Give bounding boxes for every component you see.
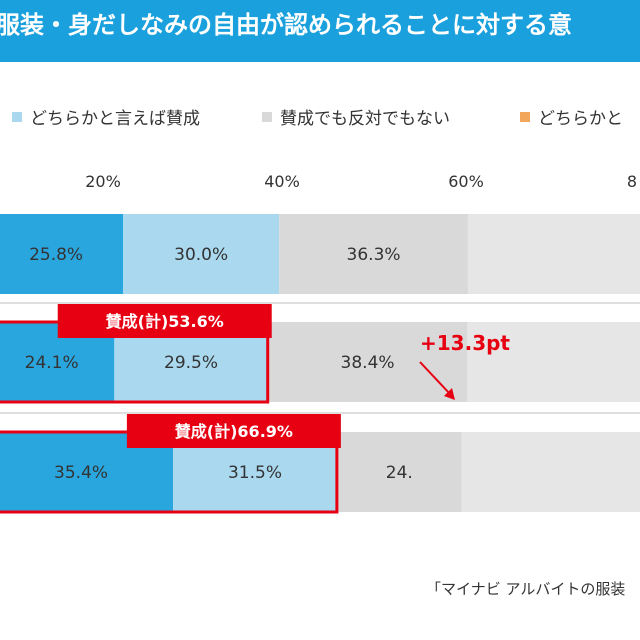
legend-swatch [12, 111, 22, 122]
data-label: 30.0% [174, 245, 228, 265]
title-bar: 服装・身だしなみの自由が認められることに対する意 [0, 0, 640, 62]
legend: どちらかと言えば賛成 賛成でも反対でもない どちらかと [0, 104, 640, 134]
x-tick-label: 20% [85, 172, 121, 191]
data-label: 25.8% [29, 245, 83, 265]
data-label: 31.5% [228, 463, 282, 483]
delta-arrow-head [444, 388, 455, 400]
legend-label: どちらかと言えば賛成 [30, 109, 200, 129]
legend-swatch [262, 111, 272, 122]
x-tick-label: 40% [264, 172, 300, 191]
agree-total-callout [126, 414, 341, 448]
delta-annotation: +13.3pt [420, 331, 510, 355]
legend-item-neutral: 賛成でも反対でもない [262, 104, 450, 129]
bar-segment [267, 322, 468, 402]
data-label: 24. [386, 463, 413, 483]
data-label: 35.4% [54, 463, 108, 483]
legend-label: どちらかと [538, 109, 623, 129]
bar-segment-remainder [461, 432, 640, 512]
data-label: 38.4% [341, 353, 395, 373]
bar-segment [0, 214, 124, 294]
bar-segment [336, 432, 462, 512]
chart-title: 服装・身だしなみの自由が認められることに対する意 [0, 11, 572, 39]
agree-total-label: 賛成(計)53.6% [106, 312, 224, 331]
x-tick-label: 60% [448, 172, 484, 191]
data-label: 36.3% [347, 245, 401, 265]
bar-segment [279, 214, 468, 294]
x-tick-label: 8 [626, 172, 638, 191]
data-label: 24.1% [25, 353, 79, 373]
legend-item-somewhat-disagree: どちらかと [520, 104, 623, 129]
legend-label: 賛成でも反対でもない [280, 109, 450, 129]
data-label: 29.5% [164, 353, 218, 373]
bar-segment-remainder [467, 214, 640, 294]
bar-segment [123, 214, 280, 294]
legend-swatch [520, 111, 530, 122]
bar-segment-remainder [467, 322, 640, 402]
agree-total-label: 賛成(計)66.9% [175, 422, 293, 441]
delta-arrow [419, 361, 451, 395]
legend-item-somewhat-agree: どちらかと言えば賛成 [12, 104, 200, 129]
agree-total-callout [57, 304, 272, 338]
source-note: 「マイナビ アルバイトの服装 [426, 580, 626, 598]
